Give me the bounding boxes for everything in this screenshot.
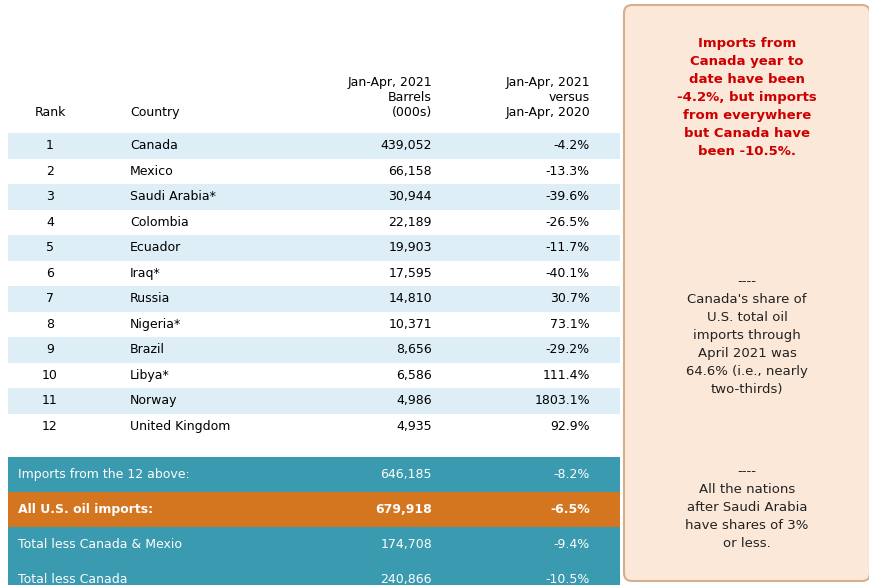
Bar	[8, 286, 620, 311]
Text: -39.6%: -39.6%	[545, 190, 589, 203]
Text: -8.2%: -8.2%	[553, 468, 589, 481]
Text: Russia: Russia	[129, 292, 170, 305]
Text: 646,185: 646,185	[380, 468, 432, 481]
Text: -11.7%: -11.7%	[545, 241, 589, 254]
Text: -13.3%: -13.3%	[545, 165, 589, 178]
Bar	[8, 527, 620, 562]
Text: Imports from the 12 above:: Imports from the 12 above:	[18, 468, 189, 481]
Text: 4,986: 4,986	[396, 394, 432, 407]
Text: 92.9%: 92.9%	[550, 420, 589, 433]
Text: -26.5%: -26.5%	[545, 216, 589, 229]
Text: Saudi Arabia*: Saudi Arabia*	[129, 190, 216, 203]
Text: Jan-Apr, 2021
Barrels
(000s): Jan-Apr, 2021 Barrels (000s)	[347, 76, 432, 119]
Bar	[8, 337, 620, 363]
Bar	[8, 562, 620, 585]
Text: United Kingdom: United Kingdom	[129, 420, 230, 433]
Bar	[8, 363, 620, 388]
Text: 11: 11	[42, 394, 58, 407]
Text: Brazil: Brazil	[129, 343, 165, 356]
Text: Rank: Rank	[34, 106, 66, 119]
Text: 5: 5	[46, 241, 54, 254]
Text: 174,708: 174,708	[380, 538, 432, 551]
Text: 22,189: 22,189	[388, 216, 432, 229]
Bar	[8, 184, 620, 209]
Bar	[8, 260, 620, 286]
Text: 12: 12	[42, 420, 58, 433]
Text: Libya*: Libya*	[129, 369, 169, 382]
Text: Mexico: Mexico	[129, 165, 174, 178]
Text: 14,810: 14,810	[388, 292, 432, 305]
Bar	[8, 414, 620, 439]
Text: -10.5%: -10.5%	[545, 573, 589, 585]
Text: Total less Canada: Total less Canada	[18, 573, 128, 585]
Text: 73.1%: 73.1%	[549, 318, 589, 331]
FancyBboxPatch shape	[623, 5, 869, 581]
Text: Imports from
Canada year to
date have been
-4.2%, but imports
from everywhere
bu: Imports from Canada year to date have be…	[676, 37, 816, 158]
Text: Ecuador: Ecuador	[129, 241, 181, 254]
Text: -9.4%: -9.4%	[553, 538, 589, 551]
Bar	[8, 311, 620, 337]
Text: 240,866: 240,866	[380, 573, 432, 585]
Bar	[8, 388, 620, 414]
Text: ----
Canada's share of
U.S. total oil
imports through
April 2021 was
64.6% (i.e.: ---- Canada's share of U.S. total oil im…	[686, 275, 807, 396]
Text: 439,052: 439,052	[380, 139, 432, 152]
Text: 2: 2	[46, 165, 54, 178]
Text: ----
All the nations
after Saudi Arabia
have shares of 3%
or less.: ---- All the nations after Saudi Arabia …	[685, 465, 808, 550]
Text: 10: 10	[42, 369, 58, 382]
Text: 8: 8	[46, 318, 54, 331]
Text: -6.5%: -6.5%	[549, 503, 589, 516]
Text: 8,656: 8,656	[395, 343, 432, 356]
Text: Jan-Apr, 2021
versus
Jan-Apr, 2020: Jan-Apr, 2021 versus Jan-Apr, 2020	[505, 76, 589, 119]
Bar	[8, 159, 620, 184]
Bar	[8, 235, 620, 260]
Text: 3: 3	[46, 190, 54, 203]
Text: 1: 1	[46, 139, 54, 152]
Text: All U.S. oil imports:: All U.S. oil imports:	[18, 503, 153, 516]
Text: 4: 4	[46, 216, 54, 229]
Text: 111.4%: 111.4%	[542, 369, 589, 382]
Text: Canada: Canada	[129, 139, 177, 152]
Text: Nigeria*: Nigeria*	[129, 318, 181, 331]
Text: Total less Canada & Mexio: Total less Canada & Mexio	[18, 538, 182, 551]
Text: -29.2%: -29.2%	[545, 343, 589, 356]
Text: 679,918: 679,918	[375, 503, 432, 516]
Text: 30.7%: 30.7%	[549, 292, 589, 305]
Text: -40.1%: -40.1%	[545, 267, 589, 280]
Text: 6,586: 6,586	[395, 369, 432, 382]
Bar	[8, 133, 620, 159]
Text: -4.2%: -4.2%	[553, 139, 589, 152]
Text: Colombia: Colombia	[129, 216, 189, 229]
Bar	[8, 457, 620, 492]
Text: 1803.1%: 1803.1%	[534, 394, 589, 407]
Bar	[8, 492, 620, 527]
Text: 66,158: 66,158	[388, 165, 432, 178]
Text: 30,944: 30,944	[388, 190, 432, 203]
Text: Norway: Norway	[129, 394, 177, 407]
Text: Iraq*: Iraq*	[129, 267, 161, 280]
Text: 9: 9	[46, 343, 54, 356]
Text: 10,371: 10,371	[388, 318, 432, 331]
Text: 17,595: 17,595	[388, 267, 432, 280]
Bar	[8, 209, 620, 235]
Text: 6: 6	[46, 267, 54, 280]
Text: 19,903: 19,903	[388, 241, 432, 254]
Text: Country: Country	[129, 106, 179, 119]
Text: 7: 7	[46, 292, 54, 305]
Text: 4,935: 4,935	[396, 420, 432, 433]
